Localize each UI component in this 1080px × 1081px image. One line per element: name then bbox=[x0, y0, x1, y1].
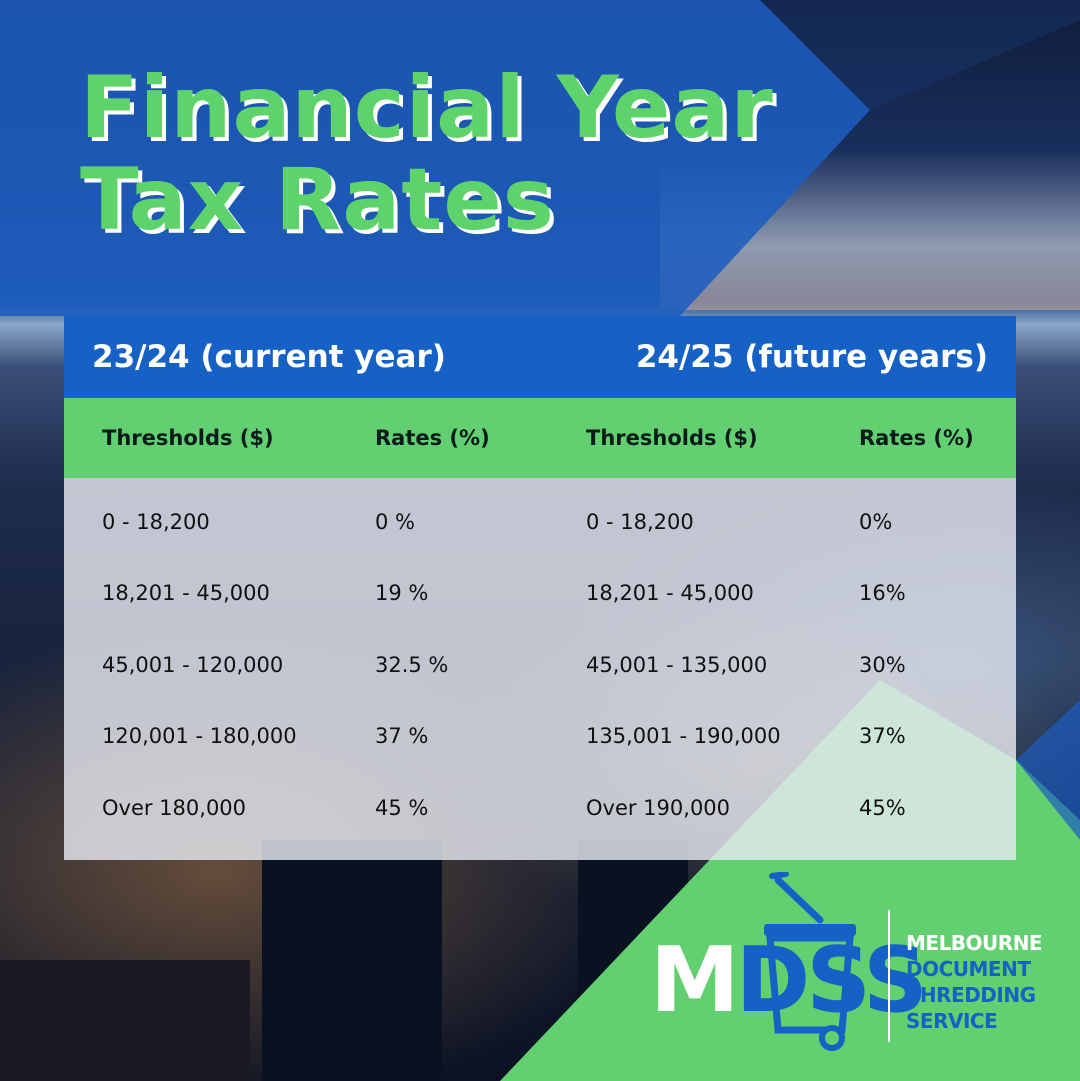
rate-current-cell: 32.5 % bbox=[375, 652, 449, 677]
threshold-future-cell: 18,201 - 45,000 bbox=[586, 581, 754, 606]
title-line-2: Tax Rates bbox=[80, 150, 555, 250]
rate-current-cell: 0 % bbox=[375, 509, 415, 534]
logo-company-name: MELBOURNE DOCUMENT SHREDDING SERVICE bbox=[906, 930, 1043, 1034]
threshold-current-cell: Over 180,000 bbox=[102, 795, 247, 820]
table-row: Over 180,000 45 % Over 190,000 45% bbox=[64, 772, 1016, 844]
table-row: 18,201 - 45,000 19 % 18,201 - 45,000 16% bbox=[64, 558, 1016, 630]
logo-divider bbox=[888, 910, 890, 1042]
threshold-future-cell: Over 190,000 bbox=[586, 795, 731, 820]
building-silhouette bbox=[0, 960, 250, 1081]
rate-future-cell: 16% bbox=[859, 581, 906, 606]
rate-future-cell: 45% bbox=[859, 795, 906, 820]
threshold-current-cell: 45,001 - 120,000 bbox=[102, 652, 284, 677]
title-line-1: Financial Year bbox=[80, 58, 774, 158]
logo-line-service: SERVICE bbox=[906, 1009, 998, 1033]
rate-future-cell: 37% bbox=[859, 724, 906, 749]
threshold-current-cell: 0 - 18,200 bbox=[102, 509, 210, 534]
column-header-rates-current: Rates (%) bbox=[375, 426, 490, 450]
rate-future-cell: 30% bbox=[859, 652, 906, 677]
tax-rates-table: 23/24 (current year) 24/25 (future years… bbox=[64, 316, 1016, 860]
logo-letter-m: M bbox=[650, 928, 740, 1033]
table-row: 0 - 18,200 0 % 0 - 18,200 0% bbox=[64, 486, 1016, 558]
column-header-thresholds-future: Thresholds ($) bbox=[586, 426, 758, 450]
mdss-logo: MDSS MELBOURNE DOCUMENT SHREDDING SERVIC… bbox=[650, 872, 1060, 1052]
logo-line-shredding: SHREDDING bbox=[906, 983, 1036, 1007]
current-year-label: 23/24 (current year) bbox=[92, 339, 446, 375]
page-title: Financial Year Tax Rates bbox=[80, 62, 774, 246]
building-silhouette bbox=[262, 840, 442, 1081]
logo-letters-dss: DSS bbox=[735, 928, 928, 1033]
column-header-thresholds-current: Thresholds ($) bbox=[102, 426, 274, 450]
logo-line-document: DOCUMENT bbox=[906, 957, 1031, 981]
table-body: 0 - 18,200 0 % 0 - 18,200 0% 18,201 - 45… bbox=[64, 478, 1016, 860]
future-year-label: 24/25 (future years) bbox=[635, 339, 988, 375]
column-header-rates-future: Rates (%) bbox=[859, 426, 974, 450]
threshold-future-cell: 135,001 - 190,000 bbox=[586, 724, 781, 749]
rate-current-cell: 45 % bbox=[375, 795, 429, 820]
table-row: 120,001 - 180,000 37 % 135,001 - 190,000… bbox=[64, 701, 1016, 773]
rate-current-cell: 37 % bbox=[375, 724, 429, 749]
title-banner: Financial Year Tax Rates bbox=[0, 0, 1080, 330]
logo-wordmark: MDSS bbox=[650, 936, 928, 1026]
rate-future-cell: 0% bbox=[859, 509, 893, 534]
threshold-future-cell: 45,001 - 135,000 bbox=[586, 652, 768, 677]
table-row: 45,001 - 120,000 32.5 % 45,001 - 135,000… bbox=[64, 629, 1016, 701]
rate-current-cell: 19 % bbox=[375, 581, 429, 606]
column-header-row: Thresholds ($) Rates (%) Thresholds ($) … bbox=[64, 398, 1016, 478]
year-header: 23/24 (current year) 24/25 (future years… bbox=[64, 316, 1016, 398]
threshold-current-cell: 120,001 - 180,000 bbox=[102, 724, 297, 749]
logo-line-melbourne: MELBOURNE bbox=[906, 931, 1043, 955]
threshold-future-cell: 0 - 18,200 bbox=[586, 509, 694, 534]
threshold-current-cell: 18,201 - 45,000 bbox=[102, 581, 270, 606]
shredder-bin-icon bbox=[764, 872, 856, 1051]
